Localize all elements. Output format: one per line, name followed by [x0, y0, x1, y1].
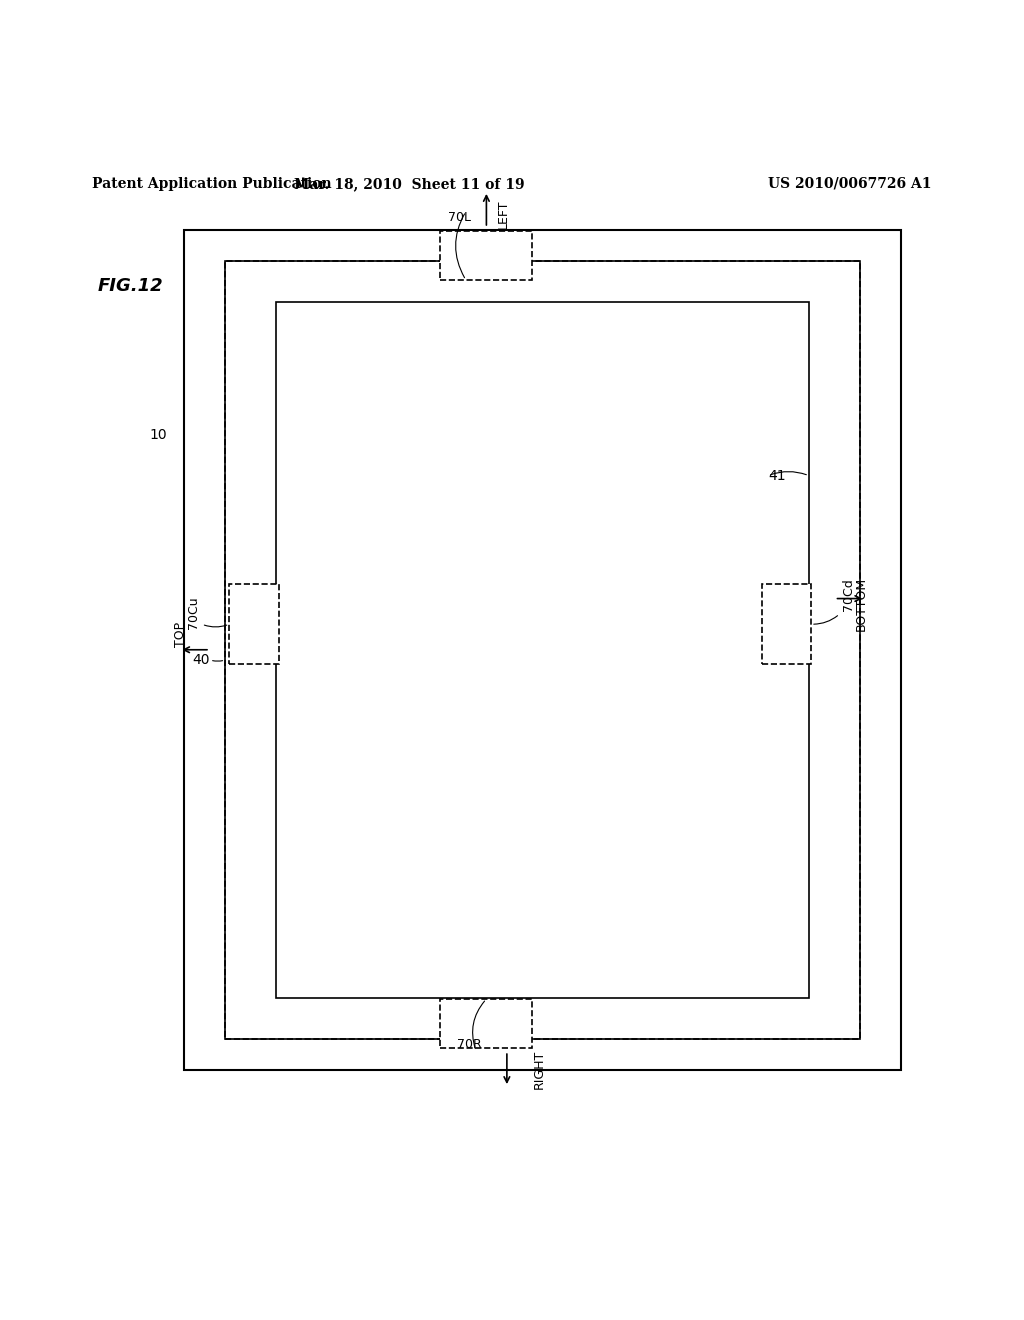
Text: Patent Application Publication: Patent Application Publication: [92, 177, 332, 191]
Text: 70L: 70L: [449, 211, 471, 224]
Text: 70R: 70R: [457, 1038, 481, 1051]
Bar: [440, 231, 532, 280]
Text: 41: 41: [768, 469, 785, 483]
Text: LEFT: LEFT: [497, 199, 510, 228]
Text: 10: 10: [150, 428, 168, 442]
Bar: [440, 999, 532, 1048]
Bar: [276, 301, 809, 998]
Text: BOTTOM: BOTTOM: [855, 577, 868, 631]
Text: 70Cu: 70Cu: [186, 597, 200, 630]
Bar: [225, 260, 860, 1039]
Bar: [762, 585, 811, 664]
Text: RIGHT: RIGHT: [532, 1049, 546, 1089]
Text: FIG.12: FIG.12: [97, 277, 163, 296]
Text: TOP: TOP: [174, 622, 187, 647]
Text: 70Cd: 70Cd: [842, 578, 855, 611]
Bar: [225, 260, 860, 1039]
Text: 40: 40: [193, 653, 210, 667]
Bar: [229, 585, 279, 664]
Bar: [184, 230, 901, 1069]
Text: Mar. 18, 2010  Sheet 11 of 19: Mar. 18, 2010 Sheet 11 of 19: [294, 177, 525, 191]
Text: US 2010/0067726 A1: US 2010/0067726 A1: [768, 177, 932, 191]
